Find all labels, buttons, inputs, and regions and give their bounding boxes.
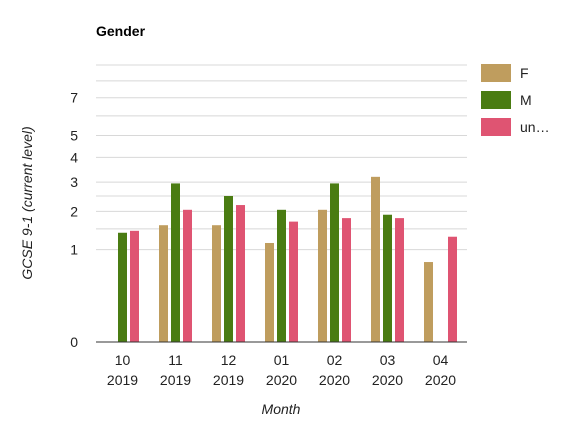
y-tick-label: 3 xyxy=(70,174,78,190)
y-tick-label: 1 xyxy=(70,242,78,258)
y-tick-label: 2 xyxy=(70,203,78,219)
x-tick-label: 12 xyxy=(221,352,237,368)
x-tick-label: 10 xyxy=(115,352,131,368)
bar xyxy=(236,205,245,342)
bar xyxy=(289,221,298,342)
bar xyxy=(118,232,127,342)
bar xyxy=(224,196,233,342)
bar xyxy=(342,218,351,342)
bar xyxy=(448,236,457,342)
bar xyxy=(212,225,221,342)
bar xyxy=(159,225,168,342)
x-tick-label: 2020 xyxy=(266,372,297,388)
y-tick-label: 4 xyxy=(70,149,78,165)
bar xyxy=(318,209,327,342)
x-tick-label: 2019 xyxy=(213,372,244,388)
y-tick-label: 5 xyxy=(70,128,78,144)
bar xyxy=(395,218,404,342)
y-tick-labels: 0 1 2 3 4 5 7 xyxy=(70,90,78,350)
x-tick-label: 2020 xyxy=(319,372,350,388)
legend-swatch xyxy=(481,118,511,136)
legend: FMun… xyxy=(481,64,550,136)
y-axis-title: GCSE 9-1 (current level) xyxy=(19,126,35,279)
bar xyxy=(277,209,286,342)
x-tick-label: 01 xyxy=(274,352,290,368)
x-tick-label: 2019 xyxy=(107,372,138,388)
legend-label: un… xyxy=(520,119,550,135)
bar xyxy=(171,183,180,342)
y-tick-label: 7 xyxy=(70,90,78,106)
bar xyxy=(183,209,192,342)
x-tick-label: 2020 xyxy=(425,372,456,388)
x-tick-labels: 10 2019 11 2019 12 2019 01 2020 02 2020 03 2020 04 20… xyxy=(107,352,456,388)
x-tick-label: 04 xyxy=(433,352,449,368)
legend-label: F xyxy=(520,65,529,81)
gridlines xyxy=(96,64,467,251)
bar xyxy=(371,176,380,342)
y-tick-label: 0 xyxy=(70,334,78,350)
x-tick-label: 02 xyxy=(327,352,343,368)
x-tick-label: 03 xyxy=(380,352,396,368)
bar xyxy=(130,230,139,342)
x-tick-label: 2019 xyxy=(160,372,191,388)
legend-swatch xyxy=(481,64,511,82)
x-axis-title: Month xyxy=(262,401,301,417)
x-tick-label: 11 xyxy=(168,352,183,368)
bar xyxy=(383,214,392,342)
bar xyxy=(330,183,339,342)
x-tick-label: 2020 xyxy=(372,372,403,388)
bars xyxy=(118,176,457,342)
legend-swatch xyxy=(481,91,511,109)
legend-label: M xyxy=(520,92,532,108)
bar xyxy=(424,262,433,342)
chart-title: Gender xyxy=(96,23,146,39)
bar xyxy=(265,242,274,342)
